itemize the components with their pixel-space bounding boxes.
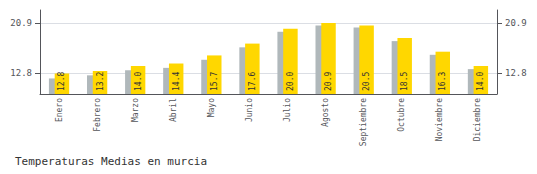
svg-text:15.7: 15.7 xyxy=(210,72,219,91)
svg-text:14.4: 14.4 xyxy=(172,72,181,91)
svg-text:18.5: 18.5 xyxy=(400,72,409,91)
svg-text:Enero: Enero xyxy=(55,98,64,122)
svg-text:Agosto: Agosto xyxy=(321,98,330,127)
svg-text:20.9: 20.9 xyxy=(10,18,32,28)
svg-text:Mayo: Mayo xyxy=(207,98,216,117)
svg-text:14.0: 14.0 xyxy=(134,72,143,91)
svg-text:20.5: 20.5 xyxy=(362,72,371,91)
svg-text:16.3: 16.3 xyxy=(438,72,447,91)
svg-text:Noviembre: Noviembre xyxy=(435,98,444,142)
svg-text:12.8: 12.8 xyxy=(10,68,32,78)
svg-text:Octubre: Octubre xyxy=(397,98,406,132)
svg-text:12.8: 12.8 xyxy=(505,68,527,78)
svg-text:17.6: 17.6 xyxy=(248,72,257,91)
svg-text:Diciembre: Diciembre xyxy=(473,98,482,142)
svg-text:20.9: 20.9 xyxy=(505,18,527,28)
svg-text:Junio: Junio xyxy=(245,98,254,122)
svg-text:Julio: Julio xyxy=(283,98,292,122)
svg-text:Abril: Abril xyxy=(169,98,178,122)
svg-text:20.9: 20.9 xyxy=(324,72,333,91)
svg-text:13.2: 13.2 xyxy=(96,72,105,91)
svg-text:Temperaturas Medias en murcia: Temperaturas Medias en murcia xyxy=(15,155,207,168)
svg-text:Septiembre: Septiembre xyxy=(359,98,368,146)
svg-text:14.0: 14.0 xyxy=(476,72,485,91)
svg-text:Febrero: Febrero xyxy=(93,98,102,132)
svg-text:Marzo: Marzo xyxy=(131,98,140,122)
svg-text:20.0: 20.0 xyxy=(286,72,295,91)
svg-text:12.8: 12.8 xyxy=(57,72,66,91)
